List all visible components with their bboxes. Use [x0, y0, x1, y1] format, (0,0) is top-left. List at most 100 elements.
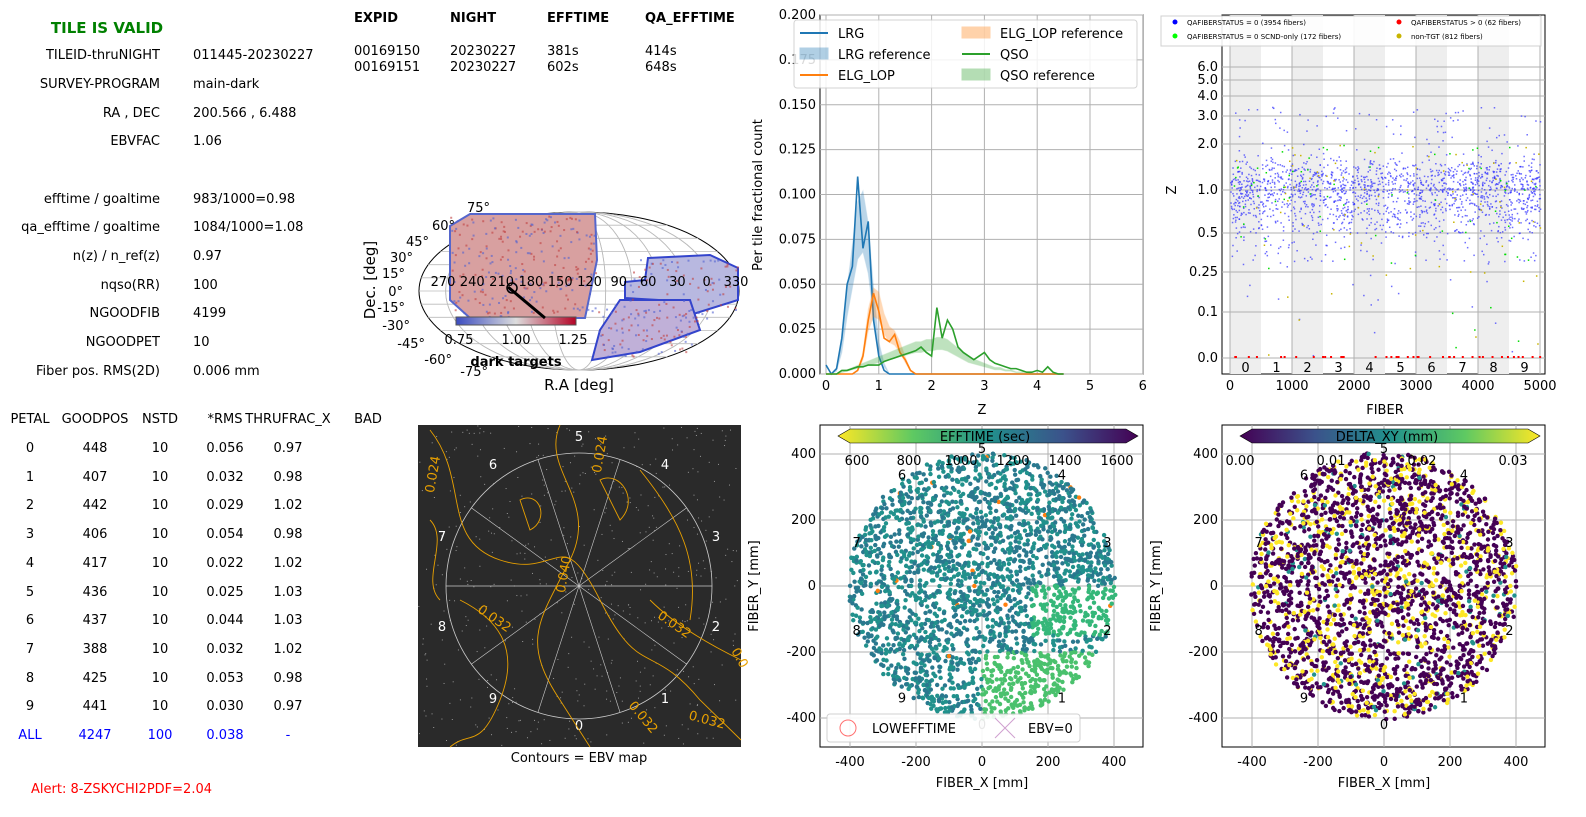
zfiber-point	[1464, 179, 1466, 181]
zfiber-point	[1302, 200, 1305, 203]
sky-density-pixel	[598, 330, 601, 333]
fiber-point	[1066, 505, 1071, 510]
sky-density-pixel	[485, 310, 488, 313]
sky-density-pixel	[701, 313, 704, 316]
zfiber-point	[1413, 165, 1415, 167]
star	[536, 456, 538, 458]
fiber-point	[876, 546, 882, 552]
sky-density-pixel	[610, 311, 613, 314]
zfiber-point	[1320, 260, 1323, 262]
zfiber-point	[1311, 216, 1314, 219]
star	[452, 681, 454, 683]
zfiber-point	[1419, 230, 1422, 232]
zfiber-point	[1385, 183, 1387, 186]
star	[579, 483, 581, 485]
zfiber-point	[1459, 184, 1462, 187]
zfiber-point	[1301, 177, 1304, 179]
sky-density-pixel	[528, 234, 531, 237]
zfiber-point	[1332, 260, 1334, 262]
zfiber-point	[1534, 177, 1537, 180]
fiber-point	[882, 600, 888, 605]
zfiber-point	[1360, 249, 1362, 252]
zfiber-point	[1292, 170, 1294, 173]
star	[478, 678, 480, 680]
sky-density-pixel	[627, 348, 630, 351]
zfiber-petal-label: 2	[1303, 361, 1311, 376]
nz-xtick: 5	[1086, 379, 1094, 394]
zfiber-point	[1293, 241, 1295, 243]
star	[519, 552, 521, 554]
zfiber-point	[1252, 259, 1254, 261]
star	[593, 668, 595, 670]
zfiber-point	[1434, 118, 1436, 121]
zfiber-point	[1312, 205, 1314, 208]
star	[443, 610, 445, 612]
zfiber-point	[1341, 187, 1343, 190]
zfiber-point	[1258, 174, 1261, 176]
sky-density-pixel	[621, 346, 624, 349]
zfiber-point	[1533, 153, 1535, 155]
zfiber-point	[1313, 171, 1316, 174]
zfiber-point	[1483, 272, 1486, 274]
zfiber-point	[1511, 217, 1514, 220]
zfiber-point	[1438, 169, 1440, 172]
fiber-point	[921, 487, 927, 492]
sky-density-pixel	[624, 354, 627, 357]
star	[456, 546, 458, 548]
zfiber-point	[1263, 244, 1266, 246]
sky-density-pixel	[510, 269, 513, 272]
zfiber-point	[1253, 202, 1255, 205]
zfiber-point	[1258, 180, 1260, 182]
fiber-point	[1041, 584, 1046, 589]
star	[539, 579, 541, 581]
sky-density-pixel	[635, 350, 638, 353]
sky-density-pixel	[512, 281, 515, 284]
zfiber-point	[1408, 235, 1410, 238]
fiber-point	[936, 474, 942, 480]
star	[677, 444, 679, 446]
fiber-point	[1060, 670, 1066, 675]
star	[665, 554, 667, 556]
zfiber-point	[1346, 215, 1349, 217]
sky-density-pixel	[587, 257, 590, 260]
star	[576, 690, 578, 692]
sky-density-pixel	[621, 319, 624, 322]
zfiber-point	[1456, 194, 1459, 196]
sky-density-pixel	[508, 290, 511, 293]
star	[560, 702, 562, 704]
zfiber-point	[1343, 236, 1346, 238]
sky-density-pixel	[545, 281, 548, 284]
zfiber-point	[1521, 356, 1524, 358]
zfiber-point	[1437, 131, 1439, 133]
fiber-point	[986, 526, 992, 532]
sky-density-pixel	[610, 327, 613, 330]
zfiber-point	[1330, 173, 1333, 176]
zfiber-point	[1274, 177, 1276, 179]
zfiber-point	[1279, 262, 1282, 264]
star	[573, 491, 575, 493]
zfiber-point	[1420, 181, 1423, 184]
zfiber-point	[1360, 202, 1363, 204]
zfiber-point	[1366, 212, 1368, 214]
fiber-point	[919, 514, 924, 520]
zfiber-point	[1329, 183, 1332, 185]
zfiber-point	[1497, 230, 1499, 233]
zfiber-point	[1323, 196, 1325, 198]
fiber-point	[1053, 520, 1058, 525]
zfiber-point	[1440, 201, 1442, 204]
nz-line-qso	[826, 307, 1064, 375]
zfiber-point	[1517, 220, 1519, 222]
zfiber-point	[1505, 203, 1508, 206]
star	[534, 546, 536, 548]
nz-band-qso-reference	[826, 336, 1064, 375]
zfiber-point	[1506, 219, 1509, 221]
zfiber-point	[1282, 171, 1284, 173]
sky-density-pixel	[529, 282, 532, 285]
star	[595, 473, 597, 475]
fiber-point	[967, 618, 973, 623]
zfiber-point	[1262, 202, 1265, 205]
zfiber-point	[1448, 189, 1451, 191]
zfiber-point	[1438, 146, 1440, 148]
fiber-point	[913, 676, 918, 681]
zfiber-point	[1375, 173, 1378, 176]
